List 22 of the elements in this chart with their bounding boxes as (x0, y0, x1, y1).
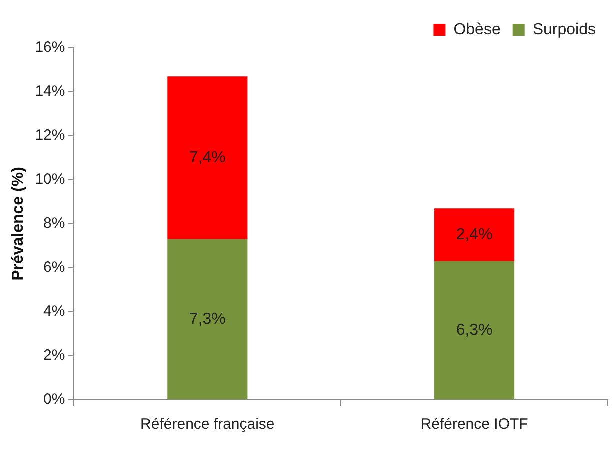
legend-label: Obèse (454, 21, 501, 38)
y-tick-label: 2% (44, 347, 66, 364)
x-tick-label: Référence française (140, 416, 275, 434)
bar (168, 76, 248, 240)
y-tick-label: 4% (44, 303, 66, 320)
bar (168, 239, 248, 400)
y-tick-label: 14% (35, 83, 66, 100)
y-tick-label: 6% (44, 259, 66, 276)
y-axis-title: Prévalence (%) (10, 167, 28, 281)
bar (434, 261, 515, 400)
data-label: 7,3% (189, 310, 226, 328)
y-tick-label: 16% (35, 39, 66, 56)
legend-label: Surpoids (532, 21, 596, 38)
x-tick-label: Référence IOTF (420, 416, 528, 434)
y-tick-label: 8% (44, 215, 66, 232)
data-label: 6,3% (456, 322, 493, 339)
y-tick-label: 12% (35, 127, 66, 144)
data-label: 2,4% (456, 226, 493, 244)
bar (434, 208, 515, 262)
data-label: 7,4% (189, 149, 226, 166)
y-tick-label: 10% (35, 171, 66, 188)
y-tick-label: 0% (44, 391, 66, 408)
